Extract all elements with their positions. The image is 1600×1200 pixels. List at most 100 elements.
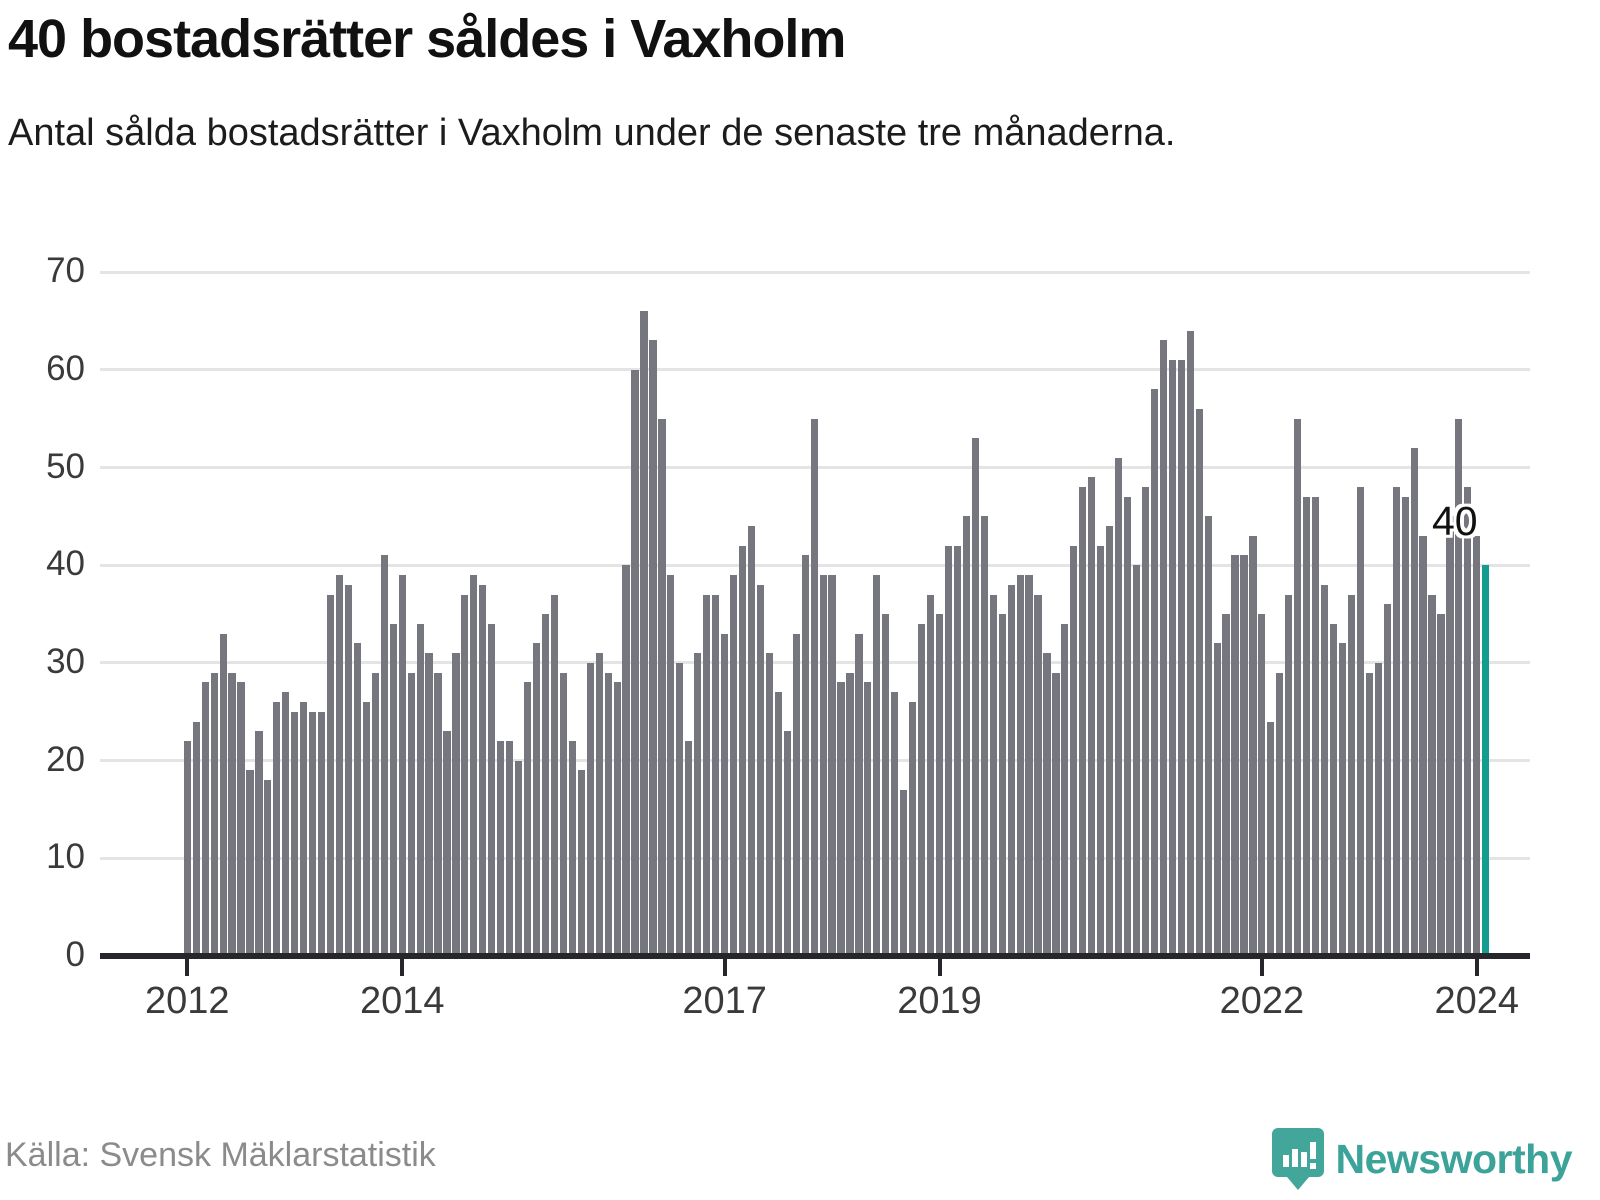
bar	[1276, 672, 1284, 956]
bar	[1401, 496, 1409, 956]
source-text: Källa: Svensk Mäklarstatistik	[5, 1136, 436, 1174]
bar	[452, 653, 460, 956]
x-axis-label-2014: 2014	[359, 980, 445, 1022]
bar	[1392, 487, 1400, 956]
y-axis-label-20: 20	[46, 739, 85, 779]
newsworthy-wordmark: Newsworthy	[1335, 1135, 1573, 1182]
bar	[738, 545, 747, 956]
bar	[1419, 535, 1427, 956]
bar	[631, 369, 639, 956]
bar	[344, 584, 353, 956]
bar	[962, 516, 970, 956]
bar	[756, 584, 764, 956]
y-axis-label-40: 40	[46, 544, 85, 584]
bar	[1141, 487, 1150, 956]
bar	[1195, 408, 1203, 956]
bar	[550, 594, 559, 956]
bar	[1025, 574, 1033, 956]
bar	[515, 760, 523, 956]
bar	[953, 545, 962, 956]
bar	[318, 711, 326, 956]
bar	[291, 711, 299, 956]
bar	[1258, 614, 1266, 956]
bar	[980, 516, 988, 956]
bar	[819, 574, 827, 956]
bar	[326, 594, 335, 956]
bar	[783, 731, 791, 956]
x-axis-tick-2022	[1259, 959, 1264, 976]
bar	[613, 682, 621, 956]
bar	[1231, 555, 1239, 956]
bar	[461, 594, 469, 956]
bar	[237, 682, 245, 956]
x-axis-label-2022: 2022	[1219, 980, 1305, 1022]
bar	[1267, 721, 1275, 956]
bar	[255, 731, 263, 956]
bar	[774, 692, 782, 956]
bar	[1464, 487, 1472, 956]
bar	[577, 770, 585, 956]
bar	[640, 311, 648, 956]
bar	[1383, 604, 1391, 956]
bar	[398, 574, 406, 956]
bar	[192, 721, 200, 956]
bar	[371, 672, 379, 956]
bar	[1329, 623, 1338, 956]
bar	[407, 672, 415, 956]
newsworthy-bubble-icon	[1271, 1128, 1324, 1190]
bar	[1240, 555, 1248, 956]
bar	[1016, 574, 1024, 956]
bar	[1088, 477, 1096, 956]
bar	[1204, 516, 1212, 956]
bar	[1410, 447, 1418, 956]
bar	[300, 701, 308, 956]
bar	[1123, 496, 1132, 956]
bar	[1007, 584, 1015, 956]
bar	[1446, 516, 1454, 956]
bar	[810, 418, 818, 956]
bar	[989, 594, 997, 956]
bar	[694, 653, 702, 956]
x-axis-tick-2017	[722, 959, 727, 976]
bar	[425, 653, 433, 956]
bar	[1312, 496, 1320, 956]
bar	[1285, 594, 1293, 956]
bar	[1177, 360, 1185, 956]
bar	[1222, 614, 1230, 956]
bar	[864, 682, 872, 956]
bar	[855, 633, 863, 956]
bar	[649, 340, 657, 956]
bar	[765, 653, 773, 956]
bar	[246, 770, 254, 956]
bar	[1186, 330, 1194, 956]
bar	[712, 594, 720, 956]
bar	[1320, 584, 1329, 956]
bar	[183, 741, 191, 956]
bar	[676, 662, 684, 956]
bar	[703, 594, 711, 956]
newsworthy-logo[interactable]: Newsworthy	[1271, 1128, 1573, 1190]
x-axis-label-2019: 2019	[897, 980, 982, 1022]
bar	[1150, 389, 1159, 956]
y-axis-label-30: 30	[46, 641, 85, 681]
y-axis-label-0: 0	[65, 935, 85, 974]
bar	[210, 672, 218, 956]
chart-subtitle: Antal sålda bostadsrätter i Vaxholm unde…	[8, 112, 1176, 154]
bar-highlighted	[1482, 565, 1490, 956]
bar	[1034, 594, 1042, 956]
bar	[1338, 643, 1347, 956]
bar	[846, 672, 854, 956]
bar	[380, 555, 388, 956]
bar	[595, 653, 603, 956]
bar	[353, 643, 362, 956]
bar	[1132, 565, 1141, 956]
bar	[1347, 594, 1356, 956]
gridline-y60	[100, 368, 1530, 372]
bar	[532, 643, 541, 956]
bar	[971, 438, 979, 956]
bar	[729, 574, 738, 956]
bar	[443, 731, 451, 956]
bar	[1043, 653, 1051, 956]
x-axis-line	[100, 953, 1530, 959]
